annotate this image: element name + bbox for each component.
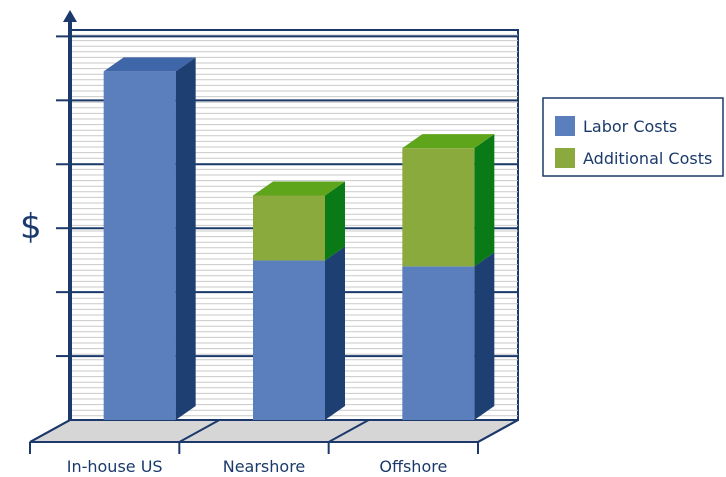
bar-top-offshore [402, 134, 495, 149]
floor-divider [328, 419, 370, 443]
x-tick-label: Nearshore [223, 457, 306, 476]
legend: Labor Costs Additional Costs [542, 97, 724, 177]
legend-label: Labor Costs [583, 117, 677, 136]
bar-side-nearshore [325, 181, 345, 261]
bar-side-in-house-us [175, 57, 196, 420]
chart-floor [29, 419, 519, 454]
y-axis [63, 10, 77, 420]
bar-side-nearshore [325, 246, 345, 420]
bar-in-house-us-labor-costs [103, 71, 176, 420]
floor-divider [178, 419, 220, 443]
legend-swatch [555, 116, 575, 136]
bar-top-nearshore [253, 181, 345, 196]
bar-offshore-labor-costs [402, 266, 475, 420]
legend-label: Additional Costs [583, 149, 712, 168]
bar-top-in-house-us [103, 57, 196, 72]
floor-divider [29, 419, 71, 443]
bar-nearshore-labor-costs [253, 260, 325, 420]
bar-side-offshore [474, 134, 495, 267]
bars [103, 57, 495, 420]
floor-divider [477, 419, 519, 443]
bar-nearshore-additional-costs [253, 195, 325, 261]
floor-platform [29, 419, 519, 443]
bar-side-offshore [474, 252, 495, 420]
x-tick-label: Offshore [379, 457, 447, 476]
y-axis-label: $ [20, 207, 42, 247]
x-tick-labels: In-house US Nearshore Offshore [67, 457, 448, 476]
x-tick-label: In-house US [67, 457, 163, 476]
bar-offshore-additional-costs [402, 148, 475, 267]
legend-swatch [555, 148, 575, 168]
y-axis-arrow-icon [63, 10, 77, 22]
